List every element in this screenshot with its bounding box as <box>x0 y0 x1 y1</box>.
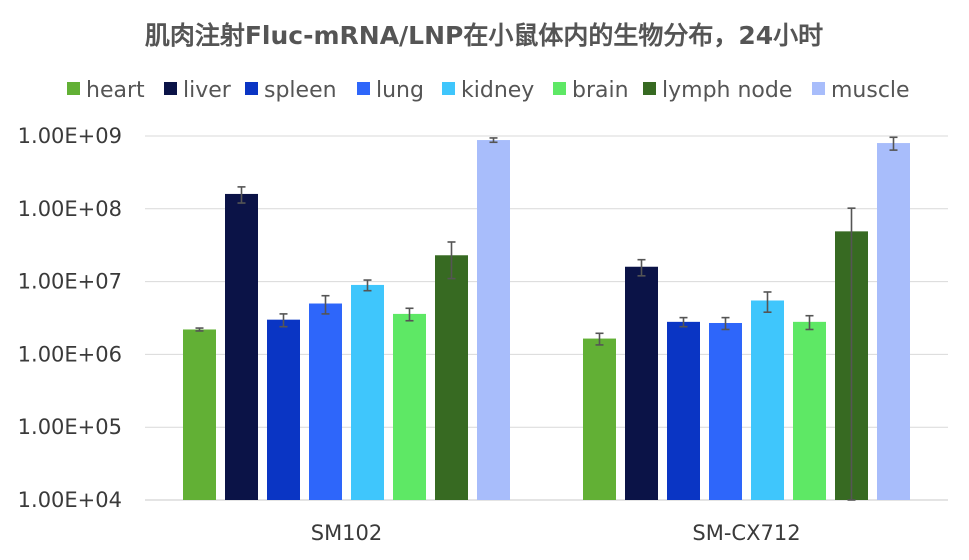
legend-label: spleen <box>264 78 337 103</box>
error-bar <box>447 241 456 280</box>
legend-label: heart <box>86 78 145 103</box>
legend-swatch <box>442 82 455 95</box>
y-tick-label: 1.00E+04 <box>18 488 122 512</box>
x-category-label: SM-CX712 <box>692 521 800 545</box>
bar-lymph-node <box>435 255 468 500</box>
error-bar <box>805 314 814 331</box>
error-bar <box>321 294 330 315</box>
bar-heart <box>583 338 616 500</box>
y-tick-label: 1.00E+08 <box>18 197 122 221</box>
bar-muscle <box>477 140 510 500</box>
bar-muscle <box>877 143 910 500</box>
bar-liver <box>625 266 658 500</box>
error-bar <box>721 316 730 331</box>
legend-label: kidney <box>461 78 534 103</box>
legend-label: brain <box>572 78 629 103</box>
error-bar <box>637 258 646 277</box>
legend-label: muscle <box>831 78 910 103</box>
error-bar <box>847 207 856 501</box>
error-bar <box>595 332 604 346</box>
legend-swatch <box>553 82 566 95</box>
y-tick-label: 1.00E+06 <box>18 342 122 366</box>
error-bar <box>279 313 288 328</box>
y-tick-label: 1.00E+05 <box>18 415 122 439</box>
error-bars <box>195 136 898 501</box>
legend-swatch <box>67 82 80 95</box>
legend: heart liver spleen lung kidney brain lymph nod… <box>67 78 910 103</box>
error-bar <box>889 136 898 151</box>
x-axis-categories: SM102 SM-CX712 <box>311 521 801 545</box>
legend-label: lung <box>376 78 424 103</box>
error-bar <box>363 279 372 292</box>
legend-label: liver <box>183 78 232 103</box>
bar-liver <box>225 193 258 500</box>
bar-brain <box>793 321 826 500</box>
bar-kidney <box>351 284 384 500</box>
error-bar <box>489 137 498 144</box>
bar-lung <box>709 322 742 500</box>
legend-swatch <box>643 82 656 95</box>
legend-label: lymph node <box>662 78 792 103</box>
bar-heart <box>183 329 216 500</box>
bar-spleen <box>667 321 700 500</box>
bars <box>183 140 910 500</box>
legend-swatch <box>164 82 177 95</box>
error-bar <box>237 186 246 204</box>
x-category-label: SM102 <box>311 521 383 545</box>
y-tick-label: 1.00E+09 <box>18 124 122 148</box>
y-axis-ticks: 1.00E+04 1.00E+05 1.00E+06 1.00E+07 1.00E+08… <box>18 124 122 512</box>
bar-brain <box>393 313 426 500</box>
error-bar <box>195 327 204 332</box>
bar-kidney <box>751 300 784 500</box>
gridlines <box>145 135 948 501</box>
bar-lung <box>309 303 342 500</box>
error-bar <box>679 316 688 328</box>
bar-spleen <box>267 319 300 500</box>
legend-swatch <box>357 82 370 95</box>
error-bar <box>405 307 414 322</box>
legend-swatch <box>812 82 825 95</box>
chart-title: 肌肉注射Fluc-mRNA/LNP在小鼠体内的生物分布，24小时 <box>145 21 823 50</box>
y-tick-label: 1.00E+07 <box>18 270 122 294</box>
error-bar <box>763 291 772 313</box>
legend-swatch <box>245 82 258 95</box>
